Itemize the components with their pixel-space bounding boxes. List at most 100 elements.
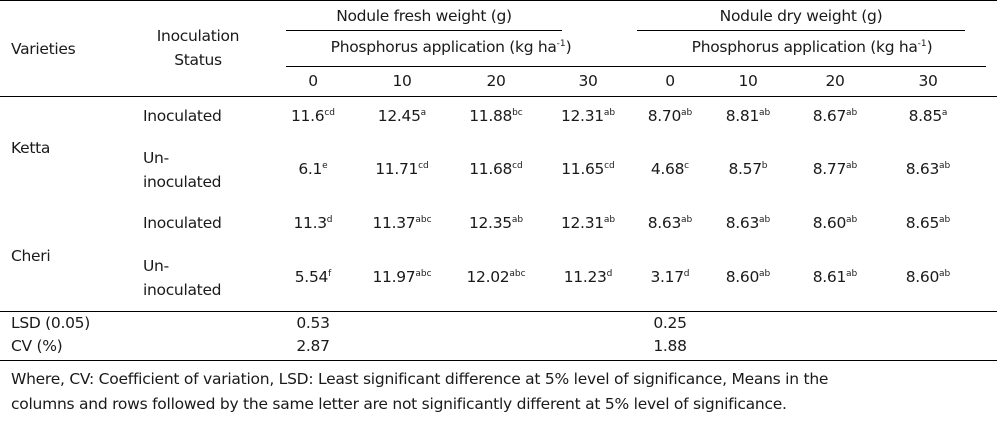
lsd-fresh: 0.53 xyxy=(296,314,330,332)
header-varieties: Varieties xyxy=(11,40,76,58)
table-cell: 12.31ab xyxy=(558,106,618,126)
table-cell: 8.65ab xyxy=(898,213,958,233)
table-cell: 11.97abc xyxy=(372,267,432,287)
cell-value: 8.61 xyxy=(812,268,847,286)
header-dry-weight: Nodule dry weight (g) xyxy=(719,7,883,25)
table-cell: 11.65cd xyxy=(558,159,618,179)
cv-fresh: 2.87 xyxy=(296,337,330,355)
table-cell: 12.45a xyxy=(372,106,432,126)
cell-value: 11.88 xyxy=(469,107,513,125)
level-fresh-10: 10 xyxy=(392,72,412,90)
table-cell: 12.02abc xyxy=(466,267,526,287)
table-cell: 12.35ab xyxy=(466,213,526,233)
cell-value: 11.97 xyxy=(372,268,416,286)
cell-significance-letter: a xyxy=(420,108,427,118)
table-cell: 8.63ab xyxy=(898,159,958,179)
cell-significance-letter: ab xyxy=(939,269,951,279)
cell-significance-letter: ab xyxy=(846,108,858,118)
cell-value: 12.45 xyxy=(377,107,421,125)
cell-value: 12.31 xyxy=(560,107,604,125)
header-fresh-weight: Nodule fresh weight (g) xyxy=(336,7,512,25)
cell-significance-letter: e xyxy=(322,161,328,171)
table-cell: 11.6cd xyxy=(283,106,343,126)
table-cell: 11.3d xyxy=(283,213,343,233)
header-phosphorus-dry: Phosphorus application (kg ha-1) xyxy=(691,38,933,56)
rule-under-dry-title xyxy=(637,30,965,31)
rule-under-fresh-title xyxy=(286,30,562,31)
table-cell: 11.68cd xyxy=(466,159,526,179)
table-cell: 5.54f xyxy=(283,267,343,287)
cell-significance-letter: ab xyxy=(759,215,771,225)
variety-ketta: Ketta xyxy=(11,139,51,157)
cell-value: 3.17 xyxy=(650,268,684,286)
cell-value: 8.60 xyxy=(812,214,847,232)
cell-significance-letter: bc xyxy=(512,108,523,118)
status-uninoculated-1: Un- xyxy=(143,149,169,167)
cell-value: 8.63 xyxy=(647,214,682,232)
cell-significance-letter: ab xyxy=(939,215,951,225)
cell-value: 6.1 xyxy=(298,160,323,178)
table-cell: 8.85a xyxy=(898,106,958,126)
level-dry-0: 0 xyxy=(665,72,675,90)
cell-significance-letter: ab xyxy=(759,269,771,279)
table-cell: 11.71cd xyxy=(372,159,432,179)
cell-value: 8.57 xyxy=(728,160,762,178)
status-uninoculated-2: inoculated xyxy=(143,173,222,191)
table-cell: 8.60ab xyxy=(898,267,958,287)
cell-significance-letter: d xyxy=(606,269,613,279)
rule-under-levels xyxy=(0,96,997,97)
cell-significance-letter: cd xyxy=(604,161,615,171)
table-cell: 4.68c xyxy=(640,159,700,179)
table-cell: 8.67ab xyxy=(805,106,865,126)
rule-under-phosphorus xyxy=(286,66,986,67)
rule-above-lsd xyxy=(0,311,997,312)
table-cell: 8.63ab xyxy=(640,213,700,233)
rule-top xyxy=(0,0,997,1)
cell-significance-letter: ab xyxy=(846,215,858,225)
variety-cheri: Cheri xyxy=(11,247,51,265)
status-uninoculated-2: inoculated xyxy=(143,281,222,299)
cell-value: 11.65 xyxy=(561,160,605,178)
cell-value: 12.35 xyxy=(468,214,512,232)
level-dry-10: 10 xyxy=(738,72,758,90)
cell-significance-letter: d xyxy=(683,269,690,279)
status-inoculated: Inoculated xyxy=(143,214,222,232)
cell-value: 11.71 xyxy=(375,160,419,178)
cell-value: 11.37 xyxy=(372,214,416,232)
cell-value: 11.68 xyxy=(469,160,513,178)
cell-value: 8.85 xyxy=(908,107,943,125)
cell-significance-letter: f xyxy=(328,269,332,279)
level-fresh-0: 0 xyxy=(308,72,318,90)
cell-significance-letter: ab xyxy=(939,161,951,171)
cell-value: 8.63 xyxy=(725,214,760,232)
cell-significance-letter: ab xyxy=(681,108,693,118)
header-phosphorus-fresh: Phosphorus application (kg ha-1) xyxy=(330,38,572,56)
level-fresh-20: 20 xyxy=(486,72,506,90)
cell-significance-letter: c xyxy=(684,161,690,171)
level-dry-30: 30 xyxy=(918,72,938,90)
table-cell: 8.57b xyxy=(718,159,778,179)
table-cell: 8.81ab xyxy=(718,106,778,126)
table-cell: 8.63ab xyxy=(718,213,778,233)
cell-significance-letter: cd xyxy=(418,161,429,171)
cv-label: CV (%) xyxy=(11,337,63,355)
cell-value: 11.6 xyxy=(291,107,325,125)
header-inoculation-line2: Status xyxy=(174,51,222,69)
table-cell: 6.1e xyxy=(283,159,343,179)
cell-value: 8.60 xyxy=(905,268,940,286)
table-cell: 12.31ab xyxy=(558,213,618,233)
cell-significance-letter: ab xyxy=(603,215,616,225)
table-cell: 8.61ab xyxy=(805,267,865,287)
cell-value: 11.3 xyxy=(293,214,327,232)
cell-significance-letter: ab xyxy=(759,108,771,118)
status-uninoculated-1: Un- xyxy=(143,257,169,275)
cell-value: 8.65 xyxy=(905,214,940,232)
footnote-line-2: columns and rows followed by the same le… xyxy=(11,395,787,413)
cell-value: 5.54 xyxy=(294,268,329,286)
cv-dry: 1.88 xyxy=(653,337,687,355)
header-inoculation-line1: Inoculation xyxy=(156,27,240,45)
cell-significance-letter: d xyxy=(326,215,333,225)
cell-value: 4.68 xyxy=(650,160,685,178)
footnote-line-1: Where, CV: Coefficient of variation, LSD… xyxy=(11,370,829,388)
cell-significance-letter: cd xyxy=(324,108,335,118)
